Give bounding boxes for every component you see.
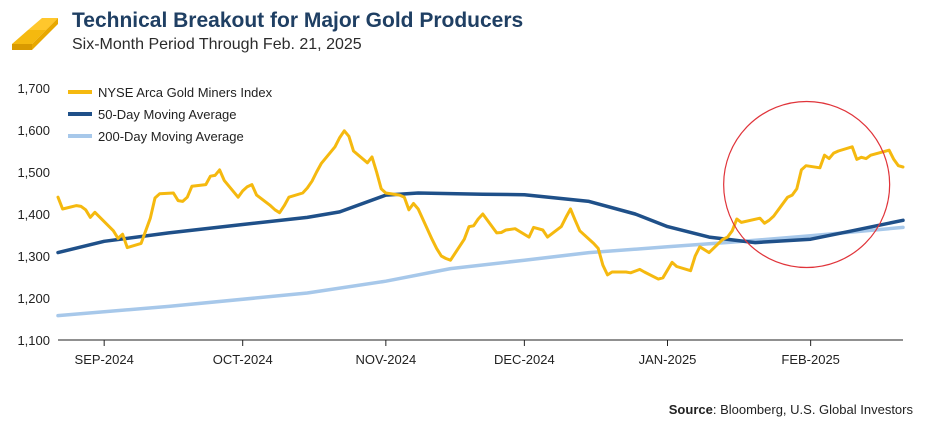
source-label: Source xyxy=(668,402,713,417)
y-tick-label: 1,600 xyxy=(17,123,50,138)
source-text: : Bloomberg, U.S. Global Investors xyxy=(712,402,913,417)
x-tick-label: DEC-2024 xyxy=(494,352,555,367)
series-line-3 xyxy=(56,225,905,318)
x-tick-label: FEB-2025 xyxy=(781,352,840,367)
legend-label: NYSE Arca Gold Miners Index xyxy=(98,85,273,100)
x-tick-label: SEP-2024 xyxy=(75,352,134,367)
y-tick-label: 1,100 xyxy=(17,333,50,348)
x-tick-label: JAN-2025 xyxy=(639,352,697,367)
y-axis: 1,100 1,200 1,300 1,400 1,500 1,600 1,700 xyxy=(17,81,50,348)
annotation xyxy=(723,100,891,269)
series-line-2 xyxy=(56,191,905,255)
chart-title: Technical Breakout for Major Gold Produc… xyxy=(72,9,524,32)
series-line-1 xyxy=(56,129,905,281)
gold-bars-icon xyxy=(8,10,64,59)
legend: NYSE Arca Gold Miners Index 50-Day Moving… xyxy=(68,85,273,144)
x-tick-label: OCT-2024 xyxy=(213,352,273,367)
legend-label: 50-Day Moving Average xyxy=(98,107,237,122)
y-tick-label: 1,500 xyxy=(17,165,50,180)
x-axis: SEP-2024 OCT-2024 NOV-2024 DEC-2024 JAN-2025… xyxy=(58,339,903,367)
highlight-circle xyxy=(723,100,891,269)
x-tick-label: NOV-2024 xyxy=(355,352,416,367)
y-tick-label: 1,700 xyxy=(17,81,50,96)
legend-label: 200-Day Moving Average xyxy=(98,129,244,144)
y-tick-label: 1,400 xyxy=(17,207,50,222)
y-tick-label: 1,300 xyxy=(17,249,50,264)
source-note: Source: Bloomberg, U.S. Global Investors xyxy=(669,402,913,417)
y-tick-label: 1,200 xyxy=(17,291,50,306)
series-lines xyxy=(56,129,905,318)
chart-subtitle: Six-Month Period Through Feb. 21, 2025 xyxy=(72,36,362,53)
